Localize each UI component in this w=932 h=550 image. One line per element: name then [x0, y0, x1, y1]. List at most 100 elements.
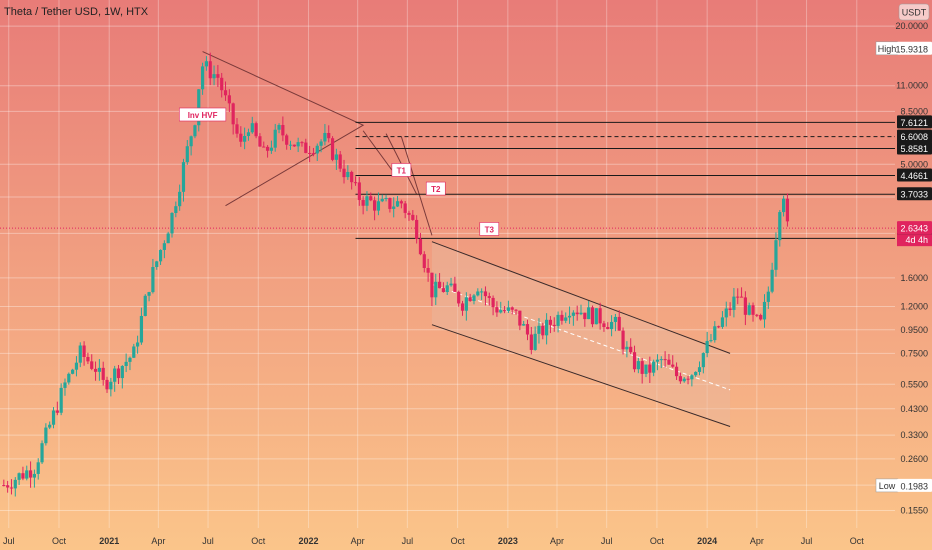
x-tick-label: 2024 — [697, 536, 717, 546]
candle-body — [644, 364, 648, 374]
candle-body — [197, 89, 201, 126]
candle-body — [747, 305, 751, 315]
candle-body — [32, 473, 37, 478]
candle-body — [495, 307, 499, 313]
candle-body — [28, 470, 33, 478]
x-tick-label: Jul — [3, 536, 15, 546]
price-level-tag: 5.8581 — [900, 144, 928, 154]
candle — [132, 343, 136, 359]
candle — [155, 260, 159, 270]
candle-body — [395, 201, 400, 207]
candle — [759, 313, 763, 321]
annotation-box — [425, 181, 446, 196]
candle-body — [185, 146, 189, 163]
candle — [480, 288, 484, 300]
candle-body — [323, 132, 327, 142]
candle-body — [717, 326, 721, 328]
candle — [460, 300, 465, 316]
price-level-tag-bg — [897, 168, 932, 182]
candle-body — [178, 191, 182, 207]
candle — [369, 192, 373, 202]
candle — [116, 364, 121, 385]
candle — [13, 477, 17, 497]
y-tick-label: 0.7500 — [900, 348, 928, 358]
candle — [258, 133, 262, 147]
candle-body — [648, 364, 652, 373]
candle — [564, 312, 568, 324]
candle-body — [705, 340, 709, 354]
candle-body — [671, 364, 675, 367]
candle — [292, 144, 296, 147]
x-tick-label: Oct — [451, 536, 466, 546]
candle-body — [357, 182, 361, 201]
candle — [373, 196, 377, 221]
candle — [583, 312, 587, 327]
candle — [720, 311, 725, 329]
candle — [365, 191, 369, 212]
candle — [487, 292, 491, 306]
candle — [44, 423, 48, 446]
candle-body — [204, 61, 209, 67]
chart-title: Theta / Tether USD, 1W, HTX — [4, 6, 149, 18]
candle-body — [139, 315, 144, 343]
candle-body — [667, 359, 671, 365]
candle-body — [90, 361, 94, 369]
candle — [571, 310, 575, 326]
candle — [682, 377, 686, 383]
candle-body — [350, 171, 354, 183]
candle-body — [109, 381, 113, 390]
candle — [751, 302, 755, 322]
candle — [575, 305, 579, 321]
candle — [678, 372, 682, 384]
candle — [216, 64, 220, 88]
candle-body — [552, 324, 556, 326]
candle-body — [564, 317, 568, 321]
candle — [59, 383, 63, 416]
x-tick-label: Apr — [351, 536, 365, 546]
candle — [147, 291, 151, 302]
x-tick-label: Jul — [601, 536, 613, 546]
candle — [617, 310, 621, 331]
candle — [766, 286, 770, 309]
channel-mid — [431, 283, 731, 391]
candle — [483, 286, 488, 306]
candle — [594, 308, 598, 325]
candle-body — [376, 201, 381, 211]
candle-body — [499, 310, 503, 313]
candle-body — [189, 136, 193, 147]
candle — [90, 354, 94, 371]
projection-t3 — [400, 136, 433, 236]
candle — [395, 195, 400, 208]
candle — [567, 306, 572, 324]
candle — [709, 334, 713, 343]
candle-body — [67, 373, 71, 383]
candle-body — [548, 319, 553, 325]
candle — [311, 147, 316, 157]
candle — [644, 364, 648, 378]
currency-button-bg[interactable] — [898, 3, 930, 21]
candle-body — [480, 291, 484, 293]
candle-body — [136, 342, 140, 347]
annotation-box — [391, 163, 412, 177]
candle-body — [243, 136, 247, 142]
candle — [648, 356, 652, 384]
candle — [755, 313, 759, 318]
candle-body — [606, 327, 610, 330]
candle-body — [445, 285, 449, 293]
candle-body — [220, 77, 224, 91]
candle — [495, 301, 499, 317]
candle-body — [426, 267, 430, 273]
candle-body — [174, 206, 178, 214]
candle-body — [365, 196, 369, 206]
currency-button[interactable]: USDT — [902, 8, 927, 18]
candle — [499, 301, 503, 314]
high-value-tag-bg — [897, 41, 932, 55]
candle — [200, 62, 205, 95]
channel-bottom — [431, 324, 731, 427]
channel-fill — [431, 241, 731, 427]
x-tick-label: Jul — [801, 536, 813, 546]
candle — [193, 124, 197, 139]
y-tick-label: 1.6000 — [900, 273, 928, 283]
candle-body — [583, 312, 587, 320]
